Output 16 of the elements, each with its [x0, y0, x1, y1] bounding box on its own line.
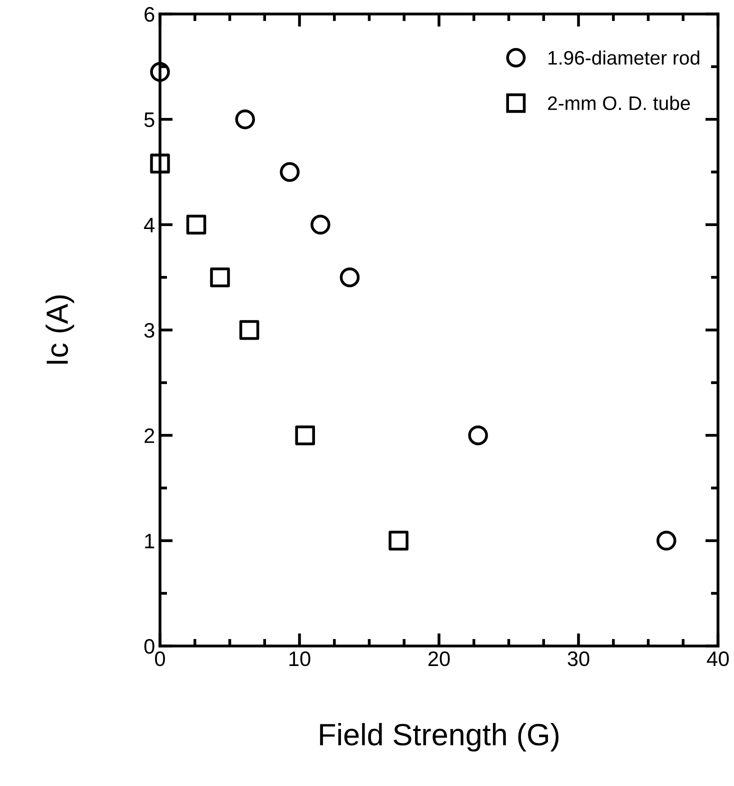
x-tick-label: 40 [706, 651, 729, 666]
y-tick-label: 1 [145, 534, 154, 548]
y-tick-label: 6 [144, 7, 154, 22]
legend-label: 1.96-diameter rod [548, 50, 700, 65]
y-tick-label: 3 [144, 323, 154, 338]
x-tick-label: 0 [155, 651, 165, 666]
y-tick-label: 0 [144, 639, 154, 654]
x-tick-label: 10 [290, 651, 310, 666]
y-tick-label: 2 [144, 428, 154, 443]
legend-label: 2-mm O. D. tube [548, 96, 690, 110]
x-tick-label: 20 [428, 651, 450, 666]
y-tick-label: 5 [144, 112, 154, 128]
x-axis-title: Field Strength (G) [320, 723, 559, 752]
y-axis-title: Ic (A) [46, 295, 74, 364]
x-tick-label: 30 [568, 651, 590, 666]
y-tick-label: 4 [144, 218, 155, 232]
